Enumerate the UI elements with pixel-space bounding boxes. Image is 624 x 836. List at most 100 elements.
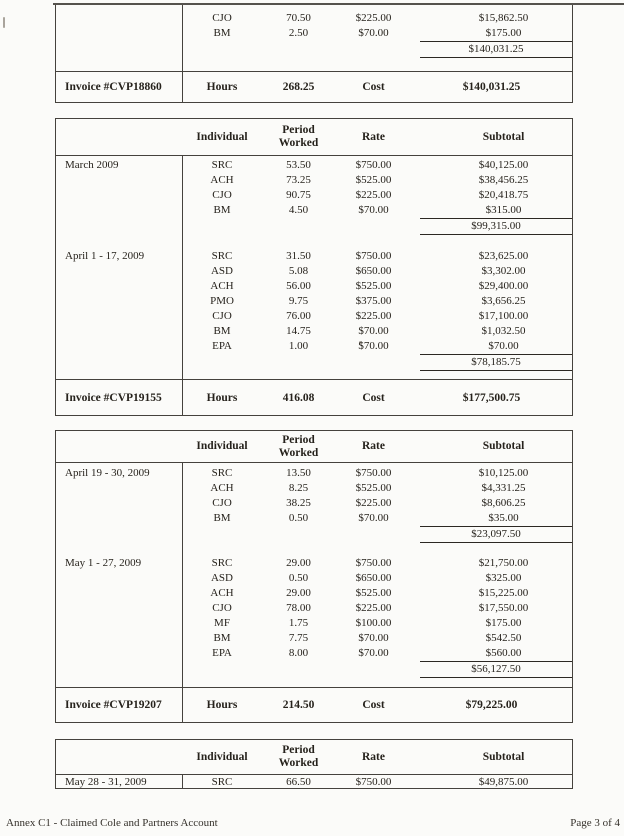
individual-cell: EPA [212, 647, 232, 659]
rate-cell: $750.00 [355, 467, 392, 479]
spacer [56, 678, 572, 687]
table-row: EPA 8.00 $70.00 $560.00 [183, 646, 572, 661]
period-worked-cell: 7.75 [288, 632, 309, 644]
header-subtotal: Subtotal [482, 130, 525, 143]
period-worked-cell: 8.25 [288, 482, 309, 494]
invoice-table-cvp19155: Individual Period Worked Rate Subtotal M… [55, 118, 573, 416]
individual-cell: ACH [210, 587, 234, 599]
section-total: $56,127.50 [420, 661, 572, 678]
invoice-table-cvp18860: CJO 70.50 $225.00 $15,862.50 BM 2.50 $70… [55, 5, 573, 103]
period-worked-cell: 9.75 [288, 295, 309, 307]
period-worked-cell: 1.00 [288, 340, 309, 352]
table-row: CJO 38.25 $225.00 $8,606.25 [183, 496, 572, 511]
table-row: CJO 78.00 $225.00 $17,550.00 [183, 601, 572, 616]
header-individual: Individual [196, 440, 248, 452]
section-total-row: $99,315.00 [183, 218, 572, 235]
rate-cell: $225.00 [355, 189, 392, 201]
period-section: CJO 70.50 $225.00 $15,862.50 BM 2.50 $70… [56, 11, 572, 58]
table-row: ACH 73.25 $525.00 $38,456.25 [183, 173, 572, 188]
header-period-worked: Period Worked [261, 124, 336, 150]
table-row: BM 4.50 $70.00 $315.00 [183, 203, 572, 218]
invoice-table-partial-bottom: Individual Period Worked Rate Subtotal M… [55, 739, 573, 789]
subtotal-cell: $315.00 [485, 204, 522, 216]
spacer [56, 371, 572, 379]
table-row: CJO 76.00 $225.00 $17,100.00 [183, 309, 572, 324]
table-body: CJO 70.50 $225.00 $15,862.50 BM 2.50 $70… [56, 5, 572, 102]
subtotal-cell: $1,032.50 [481, 325, 526, 337]
cost-label: Cost [362, 391, 385, 404]
subtotal-cell: $325.00 [485, 572, 522, 584]
table-header: Individual Period Worked Rate Subtotal [56, 431, 572, 463]
hours-label: Hours [206, 391, 238, 404]
rate-cell: $375.00 [355, 295, 392, 307]
cost-label: Cost [362, 81, 385, 93]
section-total-row: $23,097.50 [183, 526, 572, 543]
rate-cell: $750.00 [355, 250, 392, 262]
period-section: May 1 - 27, 2009 SRC 29.00 $750.00 $21,7… [56, 556, 572, 678]
rate-cell: $650.00 [355, 572, 392, 584]
rate-cell: $750.00 [355, 159, 392, 171]
period-worked-cell: 66.50 [286, 776, 311, 788]
section-total: $140,031.25 [420, 41, 572, 58]
period-worked-cell: 31.50 [286, 250, 311, 262]
section-rows: SRC 31.50 $750.00 $23,625.00 ASD 5.08 $6… [183, 249, 572, 371]
subtotal-cell: $175.00 [485, 617, 522, 629]
invoice-summary-row: Invoice #CVP18860 Hours 268.25 Cost $140… [56, 71, 572, 102]
subtotal-cell: $17,550.00 [478, 602, 529, 614]
invoice-summary-row: Invoice #CVP19155 Hours 416.08 Cost $177… [56, 379, 572, 415]
footer-annex-label: Annex C1 - Claimed Cole and Partners Acc… [6, 817, 218, 829]
table-row: ACH 8.25 $525.00 $4,331.25 [183, 481, 572, 496]
period-worked-cell: 2.50 [288, 27, 309, 39]
rate-cell: $70.00 [358, 204, 389, 216]
individual-cell: BM [213, 632, 231, 644]
section-total: $99,315.00 [420, 218, 572, 235]
header-individual: Individual [196, 130, 248, 143]
individual-cell: BM [213, 512, 231, 524]
section-total: $23,097.50 [420, 526, 572, 543]
header-period-worked-text: Period Worked [278, 744, 319, 769]
section-total-row: $140,031.25 [183, 41, 572, 58]
header-subtotal: Subtotal [482, 440, 525, 452]
period-worked-cell: 56.00 [286, 280, 311, 292]
total-hours: 416.08 [282, 391, 315, 404]
header-individual: Individual [196, 750, 248, 763]
header-rate: Rate [362, 440, 385, 452]
scan-speck [359, 341, 362, 344]
subtotal-cell: $20,418.75 [478, 189, 529, 201]
subtotal-cell: $49,875.00 [478, 776, 529, 788]
rate-cell: $225.00 [355, 310, 392, 322]
subtotal-cell: $23,625.00 [478, 250, 529, 262]
header-period-worked-text: Period Worked [278, 124, 319, 149]
invoice-number: Invoice #CVP19155 [65, 391, 162, 404]
column-divider-line [182, 463, 183, 722]
hours-label: Hours [206, 81, 238, 93]
table-row: BM 2.50 $70.00 $175.00 [183, 26, 572, 41]
individual-cell: BM [213, 27, 231, 39]
period-section: April 1 - 17, 2009 SRC 31.50 $750.00 $23… [56, 249, 572, 371]
rate-cell: $525.00 [355, 587, 392, 599]
total-hours: 268.25 [282, 81, 315, 93]
rate-cell: $650.00 [355, 265, 392, 277]
subtotal-cell: $40,125.00 [478, 159, 529, 171]
individual-cell: CJO [212, 12, 232, 24]
individual-cell: ASD [210, 572, 233, 584]
table-body: April 19 - 30, 2009 SRC 13.50 $750.00 $1… [56, 463, 572, 722]
rate-cell: $750.00 [355, 557, 392, 569]
table-row: EPA 1.00 $70.00 $70.00 [183, 339, 572, 354]
individual-cell: CJO [212, 310, 232, 322]
period-worked-cell: 5.08 [288, 265, 309, 277]
total-cost: $79,225.00 [465, 699, 518, 711]
section-total-row: $78,185.75 [183, 354, 572, 371]
scan-edge-artifact [53, 3, 624, 5]
rate-cell: $70.00 [358, 512, 389, 524]
table-row: BM 7.75 $70.00 $542.50 [183, 631, 572, 646]
individual-cell: CJO [212, 602, 232, 614]
subtotal-cell: $17,100.00 [478, 310, 529, 322]
period-label: April 19 - 30, 2009 [65, 467, 150, 479]
table-row: SRC 31.50 $750.00 $23,625.00 [183, 249, 572, 264]
header-subtotal: Subtotal [482, 750, 525, 763]
hours-label: Hours [206, 699, 238, 711]
column-divider-line [182, 775, 183, 789]
period-worked-cell: 8.00 [288, 647, 309, 659]
individual-cell: ACH [210, 482, 234, 494]
